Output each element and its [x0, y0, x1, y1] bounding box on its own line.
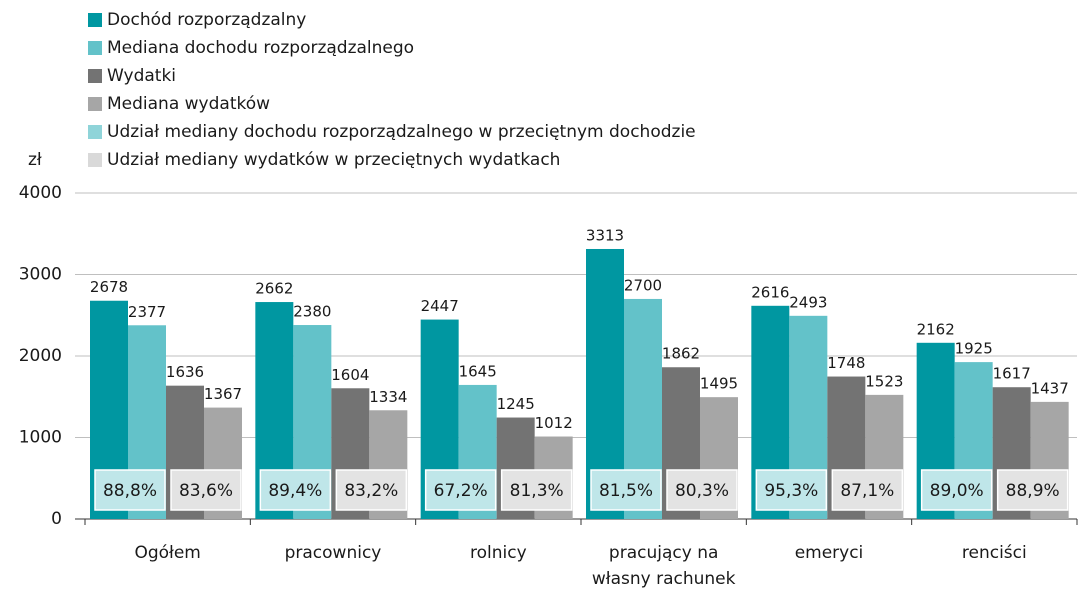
- value-label: 1604: [331, 366, 369, 384]
- x-tick-label: renciści: [962, 543, 1027, 563]
- share-box: [500, 469, 573, 511]
- value-label: 1748: [827, 354, 865, 372]
- value-label: 2700: [624, 276, 662, 294]
- share-box: [335, 469, 408, 511]
- share-label: 80,3%: [675, 481, 729, 501]
- share-box: [590, 469, 662, 511]
- share-label: 67,2%: [434, 481, 488, 501]
- legend-swatch: [88, 41, 102, 55]
- legend-swatch: [88, 97, 102, 111]
- legend-label: Dochód rozporządzalny: [107, 10, 306, 30]
- legend-swatch: [88, 125, 102, 139]
- share-label: 88,9%: [1006, 481, 1060, 501]
- value-label: 2377: [128, 303, 166, 321]
- value-label: 2493: [789, 293, 827, 311]
- share-box: [94, 469, 166, 511]
- share-label: 89,0%: [930, 481, 984, 501]
- share-box: [920, 469, 993, 511]
- value-label: 3313: [586, 226, 624, 244]
- x-tick-label: Ogółem: [134, 543, 200, 563]
- x-tick-label: pracujący na własny rachunek: [592, 543, 736, 589]
- y-tick-label: 1000: [19, 428, 62, 448]
- x-tick-label: rolnicy: [470, 543, 527, 563]
- share-label: 95,3%: [764, 481, 818, 501]
- value-label: 1645: [459, 362, 497, 380]
- share-box: [666, 469, 738, 511]
- y-axis-label: zł: [28, 150, 42, 170]
- share-label: 83,2%: [344, 481, 398, 501]
- value-label: 1636: [166, 363, 204, 381]
- share-label: 88,8%: [103, 481, 157, 501]
- value-label: 1334: [369, 388, 407, 406]
- value-label: 1617: [993, 365, 1031, 383]
- legend-label: Udział mediany dochodu rozporządzalnego …: [107, 122, 696, 142]
- value-label: 2162: [917, 320, 955, 338]
- legend-swatch: [88, 69, 102, 83]
- x-tick-label: pracownicy: [285, 543, 382, 563]
- y-tick-label: 3000: [19, 265, 62, 285]
- value-label: 1437: [1031, 379, 1069, 397]
- legend-label: Mediana dochodu rozporządzalnego: [107, 38, 414, 58]
- share-box: [831, 469, 904, 511]
- x-tick-label: emeryci: [795, 543, 864, 563]
- share-box: [424, 469, 497, 511]
- share-label: 81,3%: [510, 481, 564, 501]
- y-tick-label: 2000: [19, 346, 62, 366]
- value-label: 1925: [955, 340, 993, 358]
- value-label: 1245: [497, 395, 535, 413]
- legend-label: Mediana wydatków: [107, 94, 270, 114]
- value-label: 2662: [255, 280, 293, 298]
- share-box: [996, 469, 1069, 511]
- legend-label: Udział mediany wydatków w przeciętnych w…: [107, 150, 560, 170]
- value-label: 1367: [204, 385, 242, 403]
- share-label: 81,5%: [599, 481, 653, 501]
- legend-label: Wydatki: [107, 66, 176, 86]
- value-label: 2380: [293, 303, 331, 321]
- value-label: 1862: [662, 345, 700, 363]
- share-label: 89,4%: [268, 481, 322, 501]
- value-label: 2678: [90, 278, 128, 296]
- legend-swatch: [88, 153, 102, 167]
- share-box: [755, 469, 828, 511]
- value-label: 2447: [421, 297, 459, 315]
- y-tick-label: 4000: [19, 183, 62, 203]
- share-box: [170, 469, 242, 511]
- share-label: 83,6%: [179, 481, 233, 501]
- legend-swatch: [88, 13, 102, 27]
- share-label: 87,1%: [840, 481, 894, 501]
- value-label: 2616: [751, 283, 789, 301]
- value-label: 1523: [865, 372, 903, 390]
- share-box: [259, 469, 332, 511]
- value-label: 1012: [535, 414, 573, 432]
- y-tick-label: 0: [51, 509, 62, 529]
- value-label: 1495: [700, 375, 738, 393]
